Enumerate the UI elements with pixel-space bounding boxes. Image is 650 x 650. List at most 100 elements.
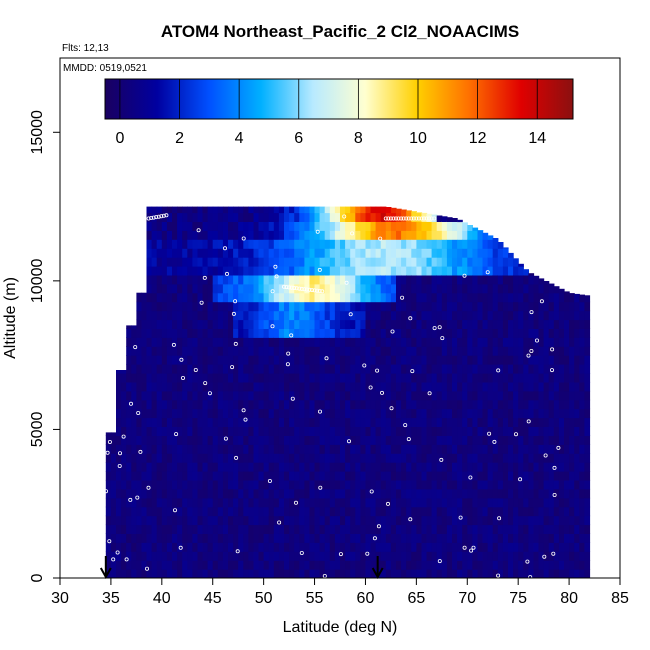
heatmap-cell <box>574 328 580 338</box>
heatmap-cell <box>396 355 402 365</box>
sample-point <box>432 326 437 331</box>
heatmap-cell <box>187 515 193 526</box>
heatmap-cell <box>431 292 438 303</box>
heatmap-cell <box>212 266 219 276</box>
sample-point <box>224 271 229 276</box>
heatmap-cell <box>518 533 524 543</box>
heatmap-cell <box>273 257 280 267</box>
heatmap-cell <box>482 417 489 427</box>
heatmap-cell <box>253 248 260 258</box>
heatmap-cell <box>446 533 453 543</box>
heatmap-cell <box>146 239 153 249</box>
heatmap-cell <box>324 328 331 338</box>
heatmap-cell <box>207 399 214 410</box>
heatmap-cell <box>329 373 336 383</box>
heatmap-cell <box>390 399 397 410</box>
heatmap-cell <box>141 569 148 578</box>
heatmap-cell <box>136 399 143 410</box>
heatmap-cell <box>411 435 417 445</box>
heatmap-cell <box>564 426 570 436</box>
heatmap-cell <box>166 524 173 534</box>
heatmap-cell <box>304 471 311 481</box>
heatmap-cell <box>324 390 331 401</box>
heatmap-cell <box>304 551 311 561</box>
heatmap-cell <box>401 337 407 347</box>
heatmap-cell <box>411 373 417 383</box>
heatmap-cell <box>161 206 168 214</box>
heatmap-cell <box>584 417 591 427</box>
heatmap-cell <box>574 488 580 499</box>
heatmap-cell <box>131 399 137 410</box>
heatmap-cell <box>401 209 407 214</box>
heatmap-cell <box>390 292 397 303</box>
heatmap-cell <box>319 417 326 427</box>
heatmap-cell <box>584 569 591 578</box>
heatmap-cell <box>574 506 580 517</box>
heatmap-cell <box>268 310 275 321</box>
heatmap-cell <box>294 301 300 312</box>
heatmap-cell <box>396 515 402 526</box>
heatmap-cell <box>192 257 199 267</box>
heatmap-cell <box>284 364 290 374</box>
heatmap-cell <box>558 399 565 410</box>
heatmap-cell <box>319 381 326 392</box>
heatmap-cell <box>228 337 234 347</box>
heatmap-cell <box>350 364 356 374</box>
heatmap-cell <box>126 328 132 338</box>
heatmap-cell <box>446 569 453 578</box>
heatmap-cell <box>462 381 468 392</box>
heatmap-cell <box>233 399 239 410</box>
heatmap-cell <box>538 497 545 508</box>
heatmap-cell <box>207 497 214 508</box>
heatmap-cell <box>182 319 188 329</box>
heatmap-cell <box>233 408 239 419</box>
sample-point <box>550 347 555 352</box>
heatmap-cell <box>518 364 524 374</box>
heatmap-cell <box>350 257 356 267</box>
heatmap-cell <box>309 524 316 534</box>
heatmap-cell <box>416 346 423 356</box>
heatmap-cell <box>166 239 173 249</box>
heatmap-cell <box>324 292 331 303</box>
heatmap-cell <box>523 337 529 347</box>
heatmap-cell <box>441 364 448 374</box>
heatmap-cell <box>558 569 565 578</box>
heatmap-cell <box>462 560 468 570</box>
heatmap-cell <box>324 373 331 383</box>
heatmap-cell <box>574 426 580 436</box>
sample-point <box>289 285 294 290</box>
sample-point <box>338 552 343 557</box>
heatmap-cell <box>472 301 479 312</box>
heatmap-cell <box>217 355 224 365</box>
heatmap-cell <box>502 524 509 534</box>
heatmap-cell <box>375 212 382 222</box>
heatmap-cell <box>487 506 494 517</box>
heatmap-cell <box>452 444 458 454</box>
heatmap-cell <box>319 319 326 329</box>
heatmap-cell <box>426 301 433 312</box>
heatmap-cell <box>187 560 193 570</box>
heatmap-cell <box>238 266 244 276</box>
heatmap-cell <box>217 274 224 285</box>
heatmap-cell <box>492 248 499 258</box>
heatmap-cell <box>365 301 372 312</box>
heatmap-cell <box>375 292 382 303</box>
heatmap-cell <box>472 444 479 454</box>
heatmap-cell <box>161 301 168 312</box>
heatmap-cell <box>579 328 585 338</box>
heatmap-cell <box>207 381 214 392</box>
heatmap-cell <box>207 274 214 285</box>
heatmap-cell <box>243 248 249 258</box>
heatmap-cell <box>202 417 209 427</box>
heatmap-cell <box>151 337 158 347</box>
heatmap-cell <box>513 471 519 481</box>
heatmap-cell <box>569 497 575 508</box>
heatmap-cell <box>289 488 295 499</box>
heatmap-cell <box>248 488 255 499</box>
heatmap-cell <box>548 283 555 285</box>
heatmap-cell <box>161 462 168 472</box>
heatmap-cell <box>431 524 438 534</box>
heatmap-cell <box>477 533 484 543</box>
heatmap-cell <box>268 551 275 561</box>
heatmap-cell <box>411 488 417 499</box>
